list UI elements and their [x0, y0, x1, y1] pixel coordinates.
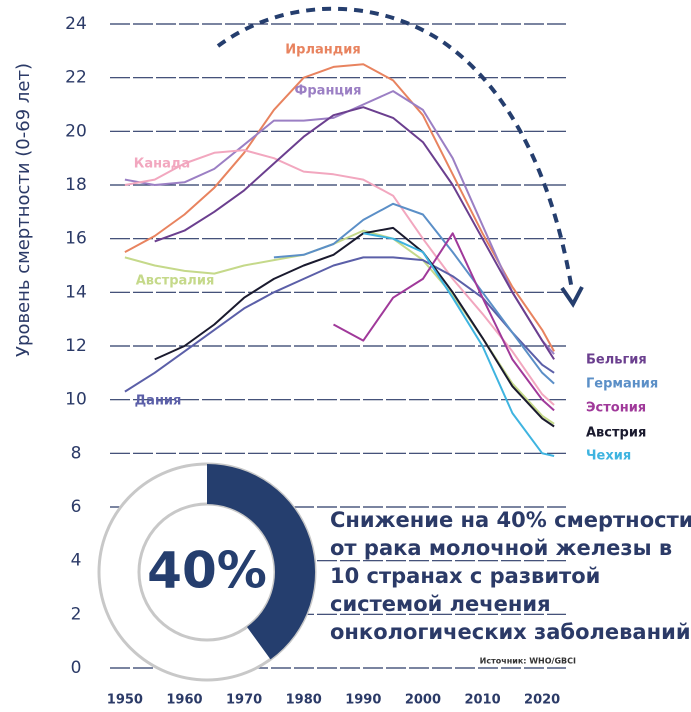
series-line	[124, 149, 555, 406]
series-label: Германия	[586, 377, 658, 392]
annotation-line: онкологических заболеваний	[330, 620, 691, 644]
y-tick-label: 18	[65, 175, 87, 195]
y-tick-label: 4	[71, 551, 82, 571]
y-tick-label: 10	[65, 390, 87, 410]
y-tick-label: 22	[65, 68, 87, 88]
annotation-line: системой лечения	[330, 592, 551, 616]
series-label: Австрия	[586, 426, 646, 441]
donut-label: 40%	[147, 542, 267, 600]
series-line	[273, 202, 555, 385]
donut-segment	[207, 464, 316, 660]
y-tick-label: 20	[65, 121, 87, 141]
x-tick-label: 1950	[107, 693, 143, 708]
x-tick-label: 2010	[464, 693, 500, 708]
annotation-line: 10 странах с развитой	[330, 564, 600, 588]
x-tick-label: 1990	[345, 693, 381, 708]
source: Источник: WHO/GBCI	[480, 657, 576, 666]
y-tick-label: 24	[65, 14, 87, 34]
y-tick-label: 12	[65, 336, 87, 356]
series-label: Дания	[135, 394, 182, 409]
series-label: Австралия	[136, 274, 215, 289]
series-line	[124, 256, 555, 393]
y-tick-label: 6	[71, 497, 82, 517]
series-label: Чехия	[586, 449, 631, 464]
annotation-line: от рака молочной железы в	[330, 536, 672, 560]
trend-arrow	[216, 6, 574, 291]
series-label: Канада	[134, 157, 190, 172]
y-axis-label: Уровень смертности (0-69 лет)	[13, 63, 34, 357]
series-line	[154, 106, 555, 360]
x-tick-label: 1970	[226, 693, 262, 708]
y-tick-label: 2	[71, 604, 82, 624]
annotation-line: Снижение на 40% смертности	[330, 508, 691, 532]
x-tick-label: 1960	[166, 693, 202, 708]
x-tick-label: 2000	[405, 693, 441, 708]
series-label: Эстония	[586, 401, 646, 416]
series-line	[363, 232, 555, 457]
series-label: Ирландия	[285, 43, 360, 58]
x-tick-label: 1980	[286, 693, 322, 708]
series-label: Бельгия	[586, 353, 647, 368]
trend-arrow-head	[560, 286, 584, 308]
series-line	[124, 63, 555, 352]
y-tick-label: 16	[65, 229, 87, 249]
series-label: Франция	[294, 84, 361, 99]
y-tick-label: 8	[71, 443, 82, 463]
y-tick-label: 0	[71, 658, 82, 678]
x-tick-label: 2020	[524, 693, 560, 708]
y-tick-label: 14	[65, 282, 87, 302]
series-line	[333, 232, 555, 412]
